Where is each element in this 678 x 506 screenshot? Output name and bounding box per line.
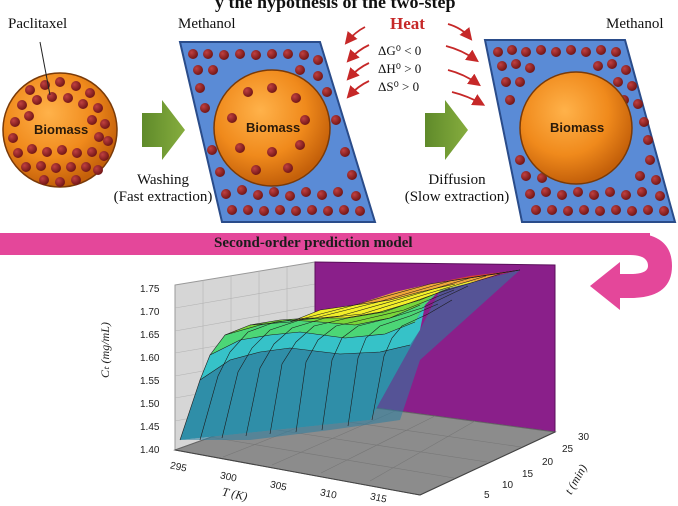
y-tick-3: 1.60 xyxy=(140,353,160,364)
prediction-banner xyxy=(0,233,672,310)
biomass-particle-left xyxy=(2,72,118,188)
methanol-box-right xyxy=(483,39,677,223)
thermo-dS: ΔS⁰ > 0 xyxy=(378,79,420,94)
methanol-label-middle: Methanol xyxy=(178,16,236,32)
y-axis-label: Cₜ (mg/mL) xyxy=(98,322,112,378)
heat-label: Heat xyxy=(390,14,425,33)
washing-line1: Washing xyxy=(136,172,190,188)
biomass-label-left: Biomass xyxy=(34,122,89,137)
t-tick-5: 5 xyxy=(484,490,490,501)
surface-band-cyan xyxy=(200,305,425,380)
y-tick-4: 1.55 xyxy=(140,376,160,387)
biomass-label-right: Biomass xyxy=(550,120,605,135)
t-axis-line xyxy=(419,431,556,496)
thermo-dH: ΔH⁰ > 0 xyxy=(378,61,422,76)
paclitaxel-pointer xyxy=(39,41,51,96)
thermo-dG: ΔG⁰ < 0 xyxy=(378,43,422,58)
t-tick-1: 25 xyxy=(562,444,574,455)
surface-band-orange xyxy=(355,274,500,305)
banner-label: Second-order prediction model xyxy=(214,235,413,251)
methanol-box-middle xyxy=(178,41,377,223)
paclitaxel-label: Paclitaxel xyxy=(8,16,68,32)
t-tick-0: 30 xyxy=(578,432,590,443)
y-tick-2: 1.65 xyxy=(140,330,160,341)
figure-title: y the hypothesis of the two-step xyxy=(215,0,456,12)
diffusion-line1: Diffusion xyxy=(428,172,486,188)
t-tick-3: 15 xyxy=(522,469,534,480)
y-tick-0: 1.75 xyxy=(140,284,160,295)
surface-mesh xyxy=(179,269,521,441)
biomass-label-middle: Biomass xyxy=(246,120,301,135)
washing-caption: Washing (Fast extraction) xyxy=(98,172,228,206)
y-tick-6: 1.45 xyxy=(140,422,160,433)
washing-line2: (Fast extraction) xyxy=(113,189,213,205)
y-tick-7: 1.40 xyxy=(140,445,160,456)
y-tick-5: 1.50 xyxy=(140,399,160,410)
methanol-label-right: Methanol xyxy=(606,16,664,32)
t-tick-4: 10 xyxy=(502,480,514,491)
x-axis-line xyxy=(174,449,421,496)
diffusion-caption: Diffusion (Slow extraction) xyxy=(392,172,522,206)
heat-arrows-in xyxy=(344,26,370,99)
green-arrow-2 xyxy=(425,100,468,160)
heat-arrows-out xyxy=(445,23,486,106)
surface-plot xyxy=(173,261,557,496)
diffusion-line2: (Slow extraction) xyxy=(404,189,510,205)
t-tick-2: 20 xyxy=(542,457,554,468)
green-arrow-1 xyxy=(142,100,185,160)
surface-front xyxy=(180,270,520,440)
y-tick-1: 1.70 xyxy=(140,307,160,318)
